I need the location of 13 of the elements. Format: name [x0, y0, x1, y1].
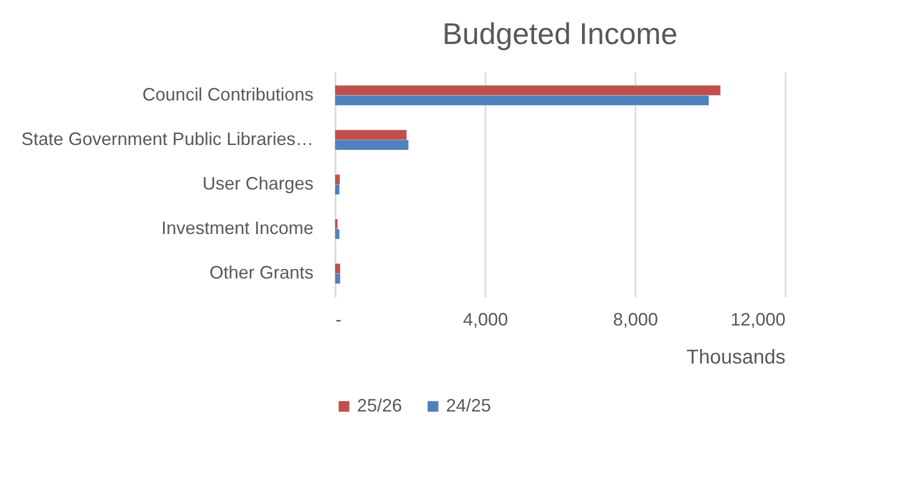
y-tick-label: Other Grants	[209, 262, 314, 283]
x-tick-label: 4,000	[462, 310, 508, 330]
y-tick-label: Investment Income	[161, 218, 314, 238]
legend-label: 25/26	[357, 395, 402, 416]
y-tick-label: User Charges	[202, 174, 314, 194]
x-tick-label: 12,000	[730, 310, 786, 330]
y-tick-label: State Government Public Libraries…	[21, 128, 314, 149]
x-tick-label: -	[336, 310, 342, 330]
x-axis-title: Thousands	[686, 346, 786, 368]
legend-label: 24/25	[446, 395, 492, 416]
y-tick-label: Council Contributions	[142, 84, 314, 104]
chart-title: Budgeted Income	[442, 18, 678, 51]
x-tick-label: 8,000	[612, 310, 658, 330]
